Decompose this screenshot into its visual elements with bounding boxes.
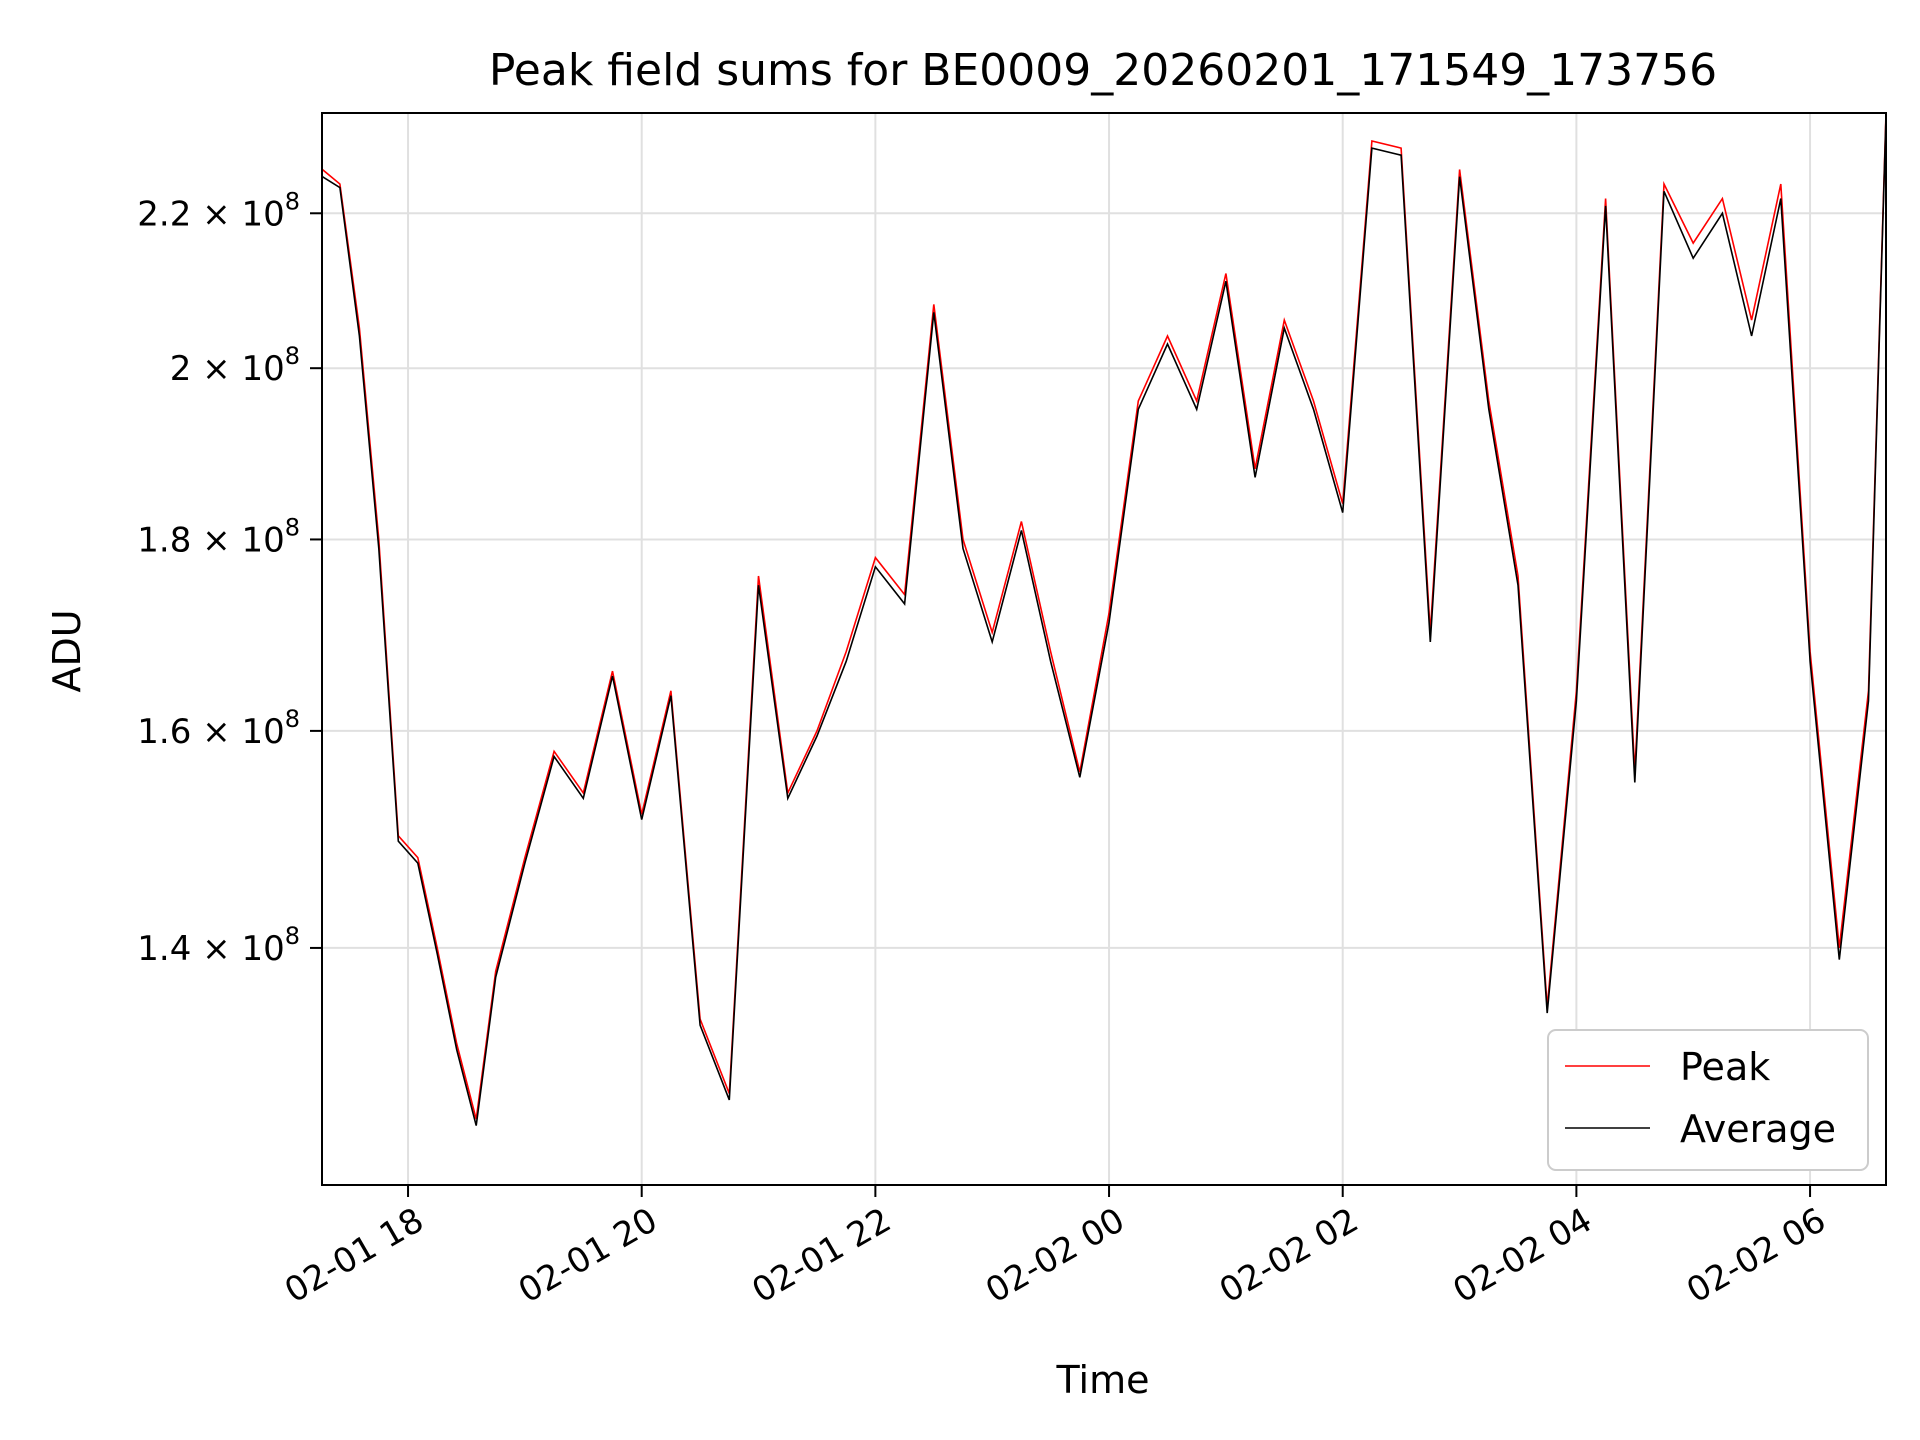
y-tick-exponent: 8	[285, 513, 300, 541]
y-tick-mantissa: 1.4	[137, 929, 191, 969]
y-tick-mantissa: 1.6	[137, 712, 191, 752]
x-axis-label: Time	[1056, 1358, 1150, 1402]
legend: Peak Average	[1547, 1029, 1869, 1171]
y-tick-label: 1.4 × 108	[137, 922, 300, 969]
grid-lines	[322, 113, 1886, 1185]
y-tick-times: × 10	[191, 929, 284, 969]
y-tick-exponent: 8	[285, 705, 300, 733]
series-lines	[322, 113, 1886, 1126]
legend-box	[1547, 1029, 1869, 1171]
legend-label-average: Average	[1680, 1107, 1836, 1151]
y-tick-label: 2.2 × 108	[137, 187, 300, 234]
y-tick-label: 1.8 × 108	[137, 513, 300, 560]
y-tick-label: 2 × 108	[170, 342, 300, 389]
y-tick-mantissa: 1.8	[137, 520, 191, 560]
y-tick-exponent: 8	[285, 342, 300, 370]
y-axis-label: ADU	[45, 609, 89, 692]
series-line-average	[322, 116, 1886, 1126]
y-tick-times: × 10	[191, 194, 284, 234]
y-tick-times: × 10	[191, 349, 284, 389]
y-tick-exponent: 8	[285, 922, 300, 950]
y-tick-exponent: 8	[285, 187, 300, 215]
y-tick-times: × 10	[191, 712, 284, 752]
y-tick-times: × 10	[191, 520, 284, 560]
chart-title: Peak field sums for BE0009_20260201_1715…	[489, 45, 1717, 96]
y-tick-label: 1.6 × 108	[137, 705, 300, 752]
legend-label-peak: Peak	[1680, 1045, 1770, 1089]
plot-frame	[321, 112, 1887, 1186]
y-tick-mantissa: 2.2	[137, 194, 191, 234]
y-tick-mantissa: 2	[170, 349, 192, 389]
